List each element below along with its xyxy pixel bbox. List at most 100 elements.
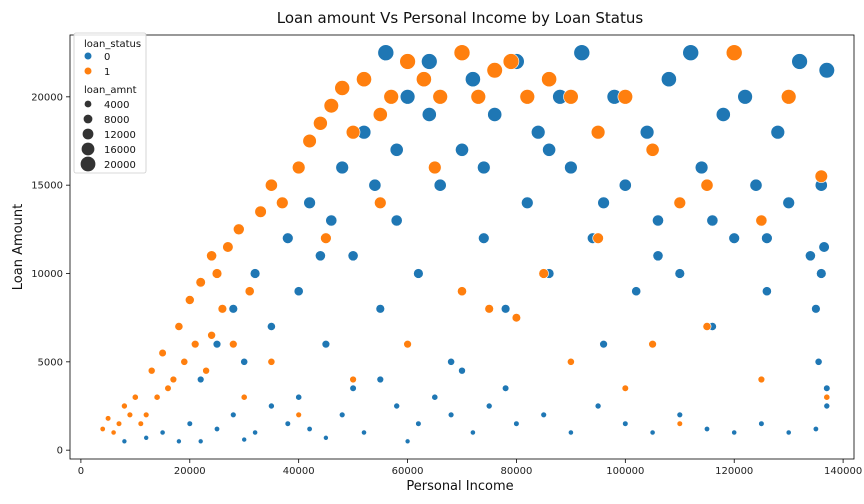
point-status-0 (594, 402, 602, 410)
x-tick-label: 60000 (392, 466, 424, 477)
point-status-1 (383, 89, 399, 105)
point-status-1 (153, 393, 161, 401)
point-status-0 (368, 178, 382, 192)
point-status-1 (295, 411, 302, 418)
x-tick-label: 40000 (283, 466, 315, 477)
point-status-1 (590, 124, 606, 140)
point-status-1 (229, 340, 238, 349)
point-status-1 (276, 196, 289, 210)
point-status-0 (661, 71, 677, 88)
legend-hue-marker (84, 67, 92, 75)
point-status-1 (617, 89, 633, 105)
point-status-1 (415, 71, 432, 88)
x-tick-label: 140000 (824, 466, 862, 477)
point-status-0 (413, 268, 424, 279)
point-status-0 (676, 411, 683, 418)
point-status-1 (211, 268, 223, 279)
point-status-1 (158, 348, 167, 358)
point-status-1 (519, 89, 535, 105)
point-status-0 (818, 241, 830, 253)
point-status-0 (728, 232, 740, 244)
point-status-0 (377, 44, 395, 62)
legend-size-marker (83, 114, 93, 124)
point-status-1 (323, 98, 339, 114)
point-status-0 (349, 384, 357, 392)
point-status-0 (762, 286, 772, 297)
point-status-0 (404, 438, 411, 445)
point-status-0 (487, 107, 503, 122)
point-status-1 (725, 44, 743, 62)
point-status-0 (390, 214, 403, 227)
point-status-0 (228, 304, 239, 314)
point-status-0 (433, 178, 447, 192)
point-status-1 (374, 196, 387, 210)
point-status-1 (131, 393, 139, 401)
point-status-0 (573, 44, 591, 62)
point-status-0 (197, 375, 205, 384)
point-status-0 (737, 89, 753, 105)
point-status-0 (458, 366, 466, 375)
point-status-1 (700, 178, 714, 192)
point-status-0 (268, 402, 275, 410)
point-status-0 (761, 232, 773, 244)
point-status-1 (121, 402, 128, 410)
point-status-1 (202, 366, 210, 375)
y-tick-label: 20000 (31, 92, 63, 103)
point-status-0 (293, 286, 304, 297)
x-tick-label: 120000 (715, 466, 753, 477)
point-status-0 (376, 375, 384, 384)
legend: loan_status 0 1 loan_amnt 4000 8000 12000 16… (73, 32, 147, 174)
point-status-0 (361, 429, 367, 436)
plot-area (69, 34, 855, 460)
point-status-0 (478, 232, 490, 244)
point-status-1 (349, 375, 357, 384)
point-status-0 (500, 304, 511, 314)
point-status-1 (244, 286, 255, 297)
point-status-0 (469, 429, 476, 436)
point-status-1 (292, 160, 306, 175)
point-status-0 (703, 425, 710, 432)
point-status-0 (389, 142, 404, 157)
point-status-1 (115, 420, 123, 427)
point-status-1 (470, 89, 486, 105)
point-status-0 (339, 411, 346, 418)
point-status-0 (682, 44, 700, 62)
legend-hue-title: loan_status (84, 39, 141, 50)
point-status-0 (639, 124, 655, 140)
point-status-1 (645, 142, 660, 157)
point-status-1 (164, 384, 172, 392)
point-status-1 (502, 53, 520, 70)
legend-size-label: 12000 (104, 130, 136, 141)
point-status-1 (195, 277, 206, 288)
point-status-0 (823, 384, 831, 392)
point-status-0 (513, 420, 520, 427)
point-status-0 (464, 71, 481, 88)
point-status-1 (147, 366, 156, 375)
point-status-1 (453, 44, 471, 62)
point-status-1 (180, 357, 189, 366)
point-status-0 (758, 420, 765, 427)
point-status-0 (694, 160, 709, 175)
point-status-1 (780, 89, 797, 105)
point-status-0 (295, 393, 303, 401)
x-axis: 0 20000 40000 60000 80000 100000 120000 140000 (78, 459, 862, 477)
chart-title: Loan amount Vs Personal Income by Loan S… (277, 9, 644, 27)
point-status-1 (264, 178, 278, 192)
point-status-0 (622, 420, 629, 427)
point-status-0 (421, 53, 438, 70)
point-status-1 (207, 330, 216, 340)
legend-hue-marker (84, 52, 92, 60)
point-status-0 (121, 438, 128, 445)
point-status-1 (702, 322, 712, 331)
point-status-1 (541, 71, 557, 88)
y-tick-label: 5000 (38, 357, 63, 368)
point-status-0 (375, 304, 385, 314)
point-status-0 (597, 196, 610, 210)
legend-size-label: 20000 (104, 160, 136, 171)
point-status-0 (212, 340, 222, 349)
point-status-0 (811, 304, 821, 314)
point-status-0 (782, 196, 795, 210)
point-status-0 (176, 438, 182, 445)
point-status-0 (431, 393, 439, 401)
